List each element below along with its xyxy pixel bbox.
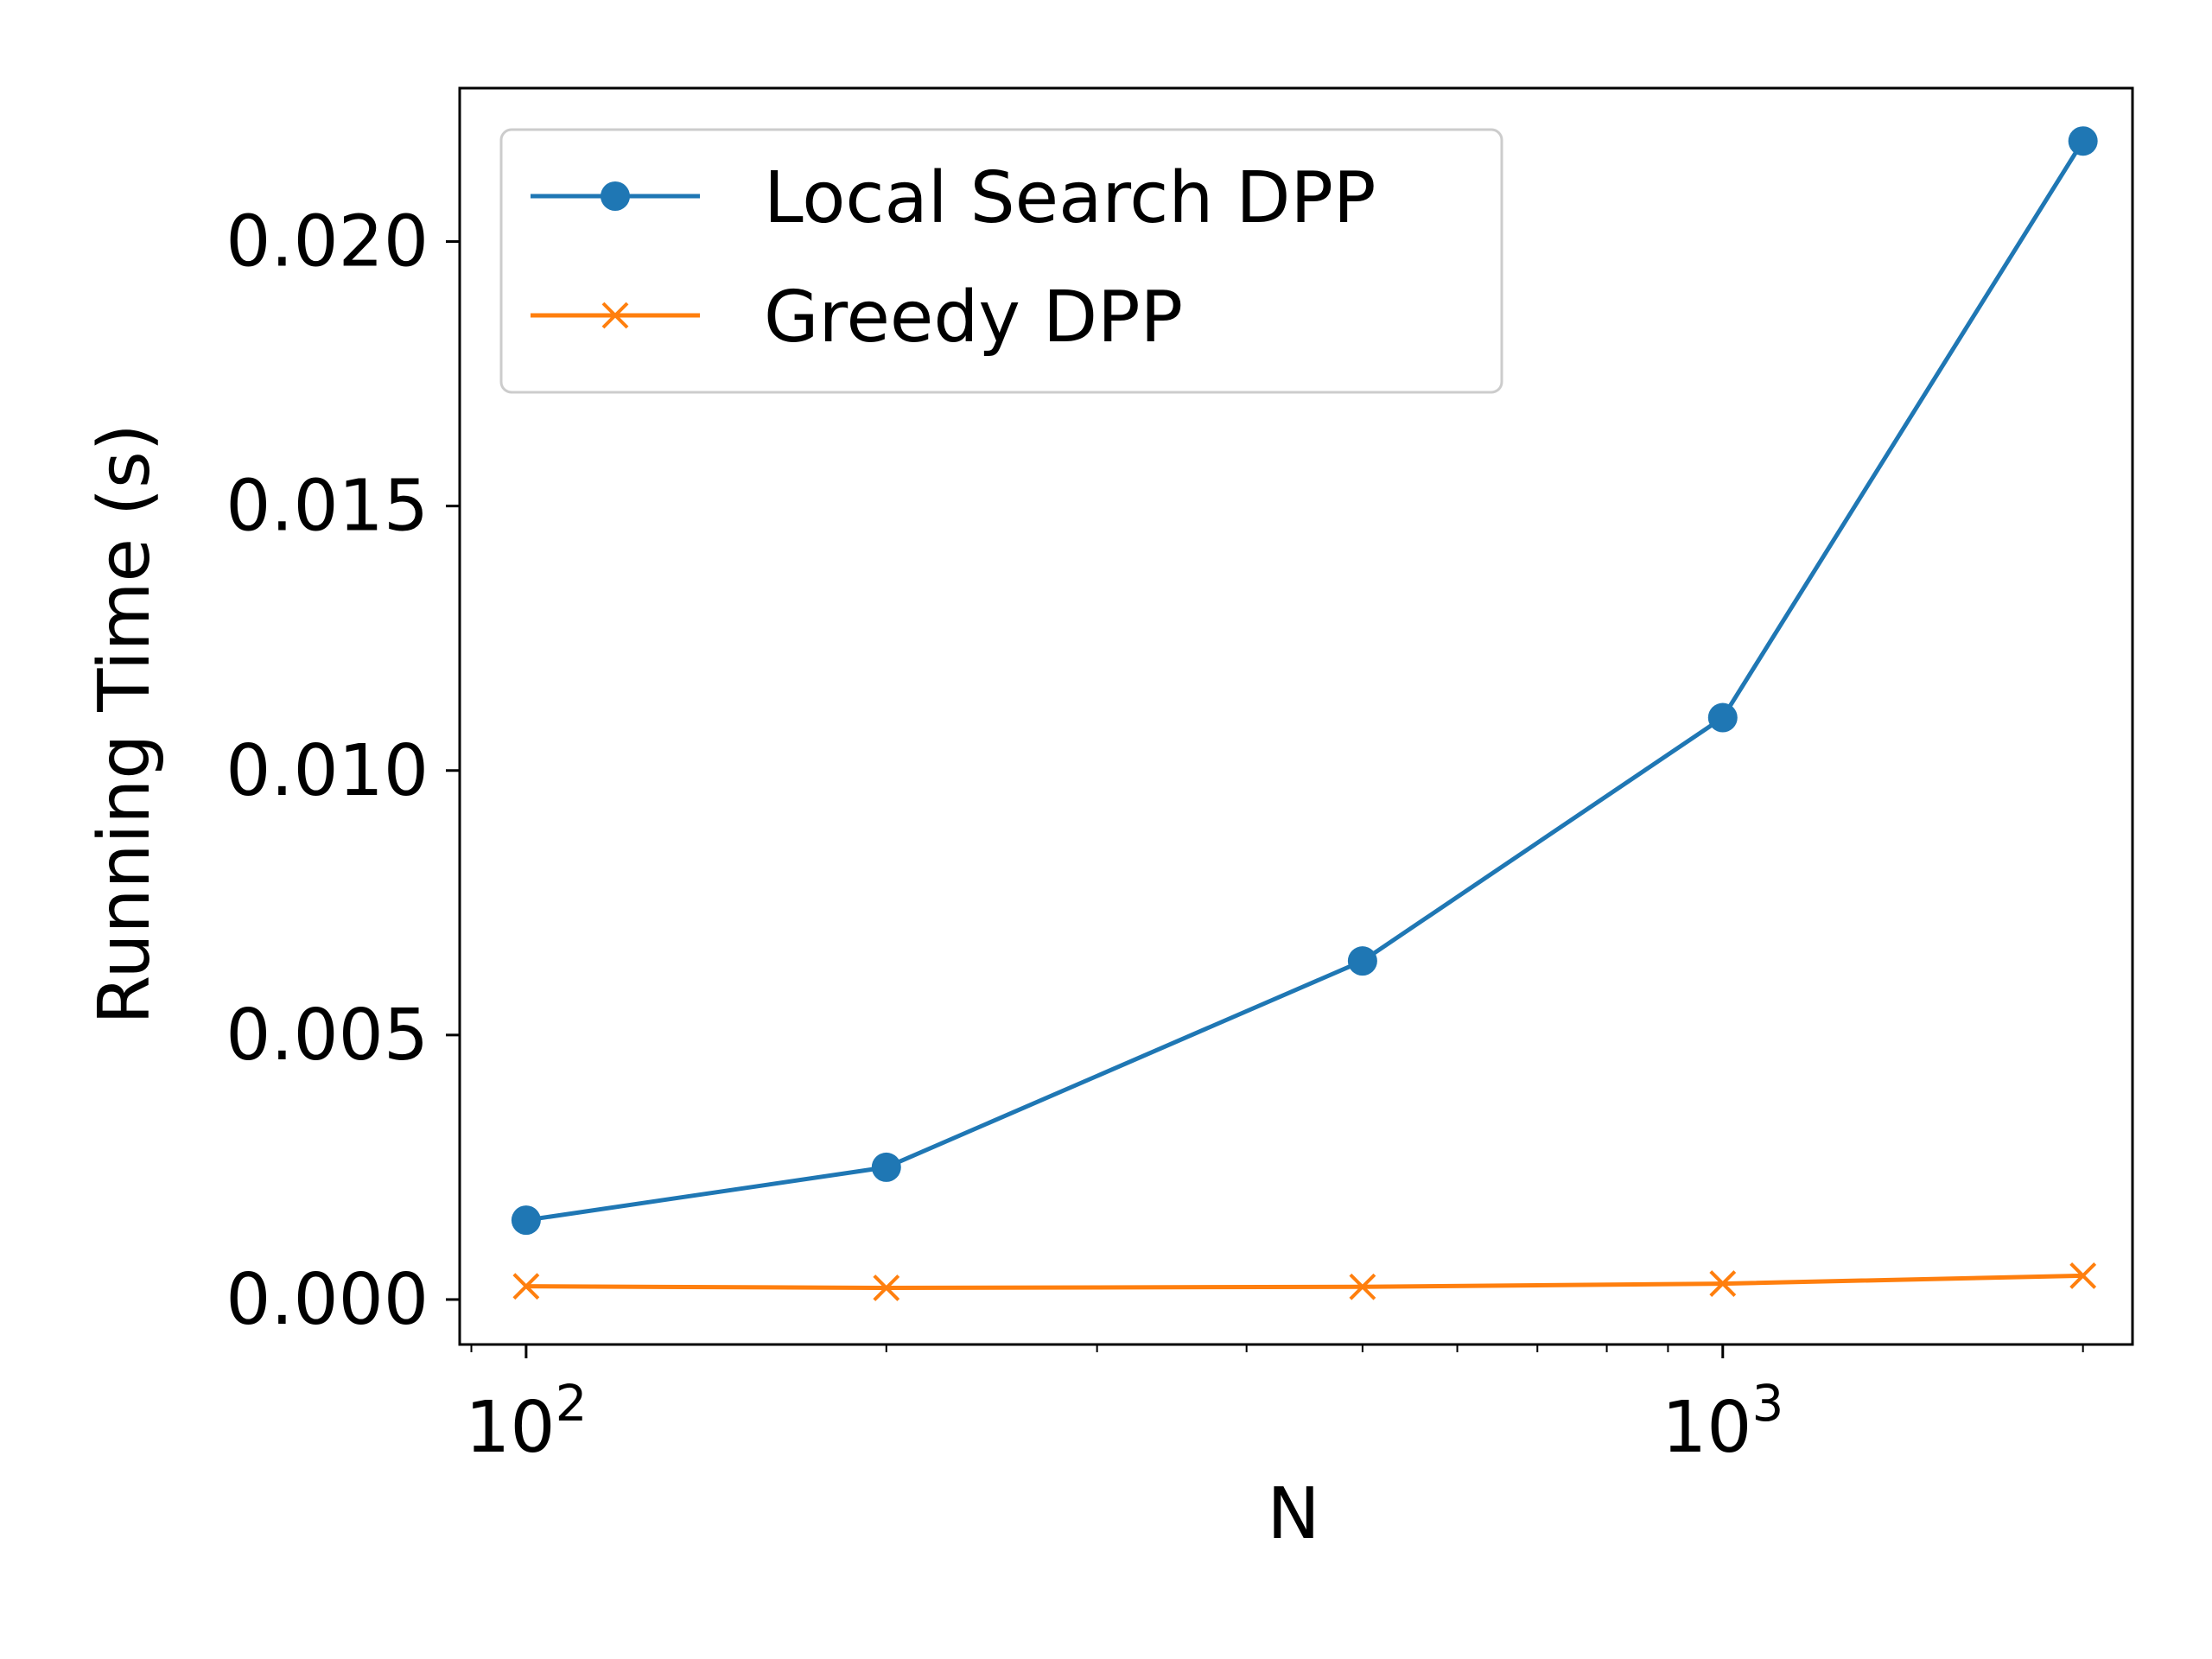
data-point: [1349, 1273, 1376, 1300]
x-tick-label-exponent: 2: [556, 1374, 588, 1433]
x-tick-label-base: 10: [465, 1387, 555, 1469]
x-tick-label: 102: [465, 1374, 587, 1469]
legend-box: [499, 128, 1503, 394]
data-point: [512, 1273, 540, 1300]
x-axis: 102 103: [465, 1344, 2084, 1469]
legend: Local Search DPP Greedy DPP: [499, 128, 1503, 394]
data-point: [1347, 946, 1377, 976]
x-tick-label: 103: [1662, 1374, 1783, 1469]
data-point: [511, 1205, 541, 1236]
y-tick-label: 0.020: [226, 201, 429, 283]
series-2: [512, 1262, 2097, 1301]
legend-item: Greedy DPP: [531, 276, 1183, 359]
legend-label: Local Search DPP: [764, 157, 1376, 239]
legend-label: Greedy DPP: [764, 276, 1183, 359]
legend-marker: [601, 302, 629, 329]
series-1: [511, 126, 2098, 1236]
plot-frame: [458, 86, 2134, 1346]
data-point: [873, 1274, 900, 1301]
x-tick-label-base: 10: [1662, 1387, 1751, 1469]
data-point: [1709, 1270, 1737, 1298]
data-point: [2068, 126, 2098, 156]
data-point: [871, 1152, 901, 1182]
series-layer: [511, 126, 2098, 1301]
y-tick-label: 0.010: [226, 730, 429, 812]
y-tick-label: 0.015: [226, 466, 429, 548]
legend-item: Local Search DPP: [531, 157, 1376, 239]
y-axis: 0.000 0.005 0.010 0.015 0.020: [226, 201, 460, 1341]
data-point: [2069, 1262, 2097, 1289]
y-axis-label: Running Time (s): [84, 423, 166, 1025]
x-axis-label: N: [1267, 1473, 1319, 1555]
legend-marker: [601, 181, 630, 211]
y-tick-label: 0.005: [226, 995, 429, 1077]
y-tick-label: 0.000: [226, 1259, 429, 1341]
x-tick-label-exponent: 3: [1751, 1374, 1783, 1433]
plot-area: [458, 86, 2134, 1346]
data-point: [1707, 702, 1738, 733]
